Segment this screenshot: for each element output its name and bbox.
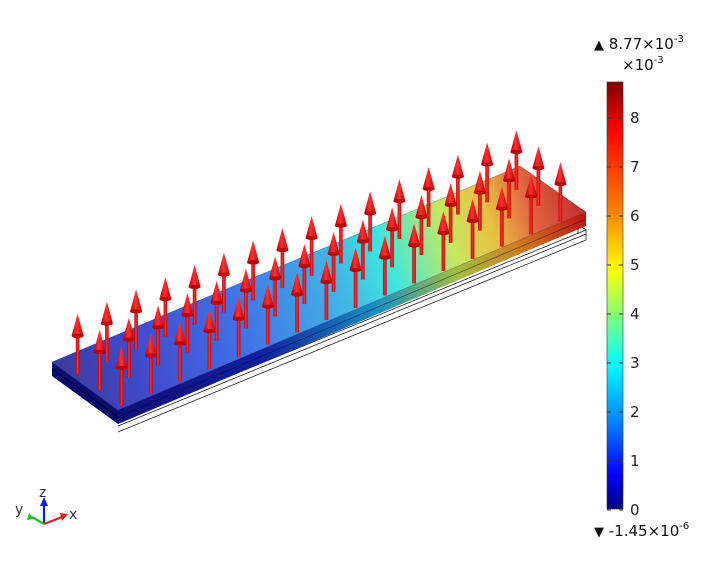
colorbar-tick-4: 4 <box>630 305 640 323</box>
max-value-exponent: -3 <box>673 34 684 45</box>
min-value: -1.45×10 <box>608 522 680 540</box>
max-triangle-icon: ▲ <box>594 38 604 53</box>
axis-label-x: x <box>69 507 77 523</box>
max-value: 8.77×10 <box>608 35 674 53</box>
colorbar-min-label: ▼ -1.45×10-6 <box>594 521 690 540</box>
min-triangle-icon: ▼ <box>594 525 604 540</box>
colorbar-tick-7: 7 <box>630 158 640 176</box>
colorbar-tick-1: 1 <box>630 452 640 470</box>
colorbar-scale-label: ×10-3 <box>622 56 664 73</box>
colorbar-tick-5: 5 <box>630 256 640 274</box>
colorbar <box>606 81 624 510</box>
slab <box>51 165 587 424</box>
colorbar-tick-2: 2 <box>630 403 640 421</box>
colorbar-tick-0: 0 <box>630 501 640 519</box>
axis-triad: z x y <box>15 485 77 526</box>
scale-factor: ×10 <box>622 56 654 74</box>
colorbar-ticks <box>607 117 623 511</box>
axis-label-y: y <box>15 502 23 518</box>
scale-factor-exponent: -3 <box>653 55 664 66</box>
axis-label-z: z <box>39 485 46 501</box>
colorbar-tick-6: 6 <box>630 207 640 225</box>
colorbar-tick-8: 8 <box>630 109 640 127</box>
colorbar-tick-3: 3 <box>630 354 640 372</box>
min-value-exponent: -6 <box>679 521 690 532</box>
colorbar-max-label: ▲ 8.77×10-3 <box>594 34 684 53</box>
